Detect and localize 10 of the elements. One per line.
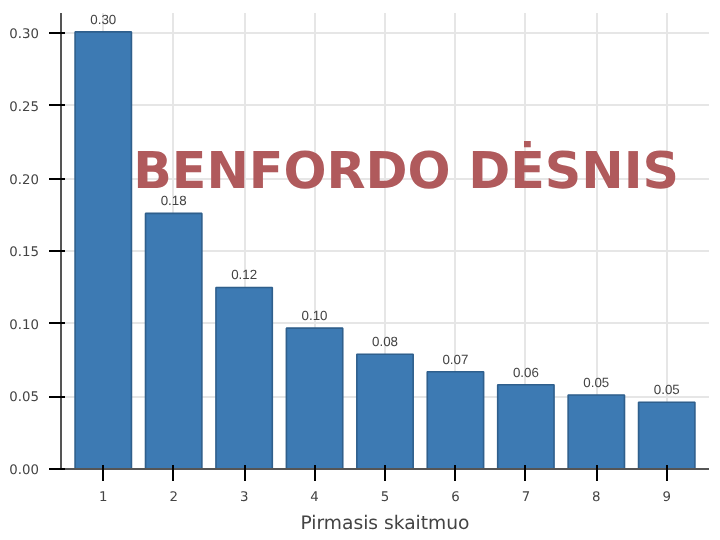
bar [567, 394, 626, 469]
bar [426, 370, 485, 469]
bar [637, 401, 696, 469]
bar [144, 212, 203, 469]
bar [496, 383, 555, 469]
bar [356, 353, 414, 469]
bar [215, 286, 274, 469]
bar [285, 327, 344, 469]
x-axis-title: Pirmasis skaitmuo [300, 513, 471, 535]
bar [74, 31, 133, 469]
